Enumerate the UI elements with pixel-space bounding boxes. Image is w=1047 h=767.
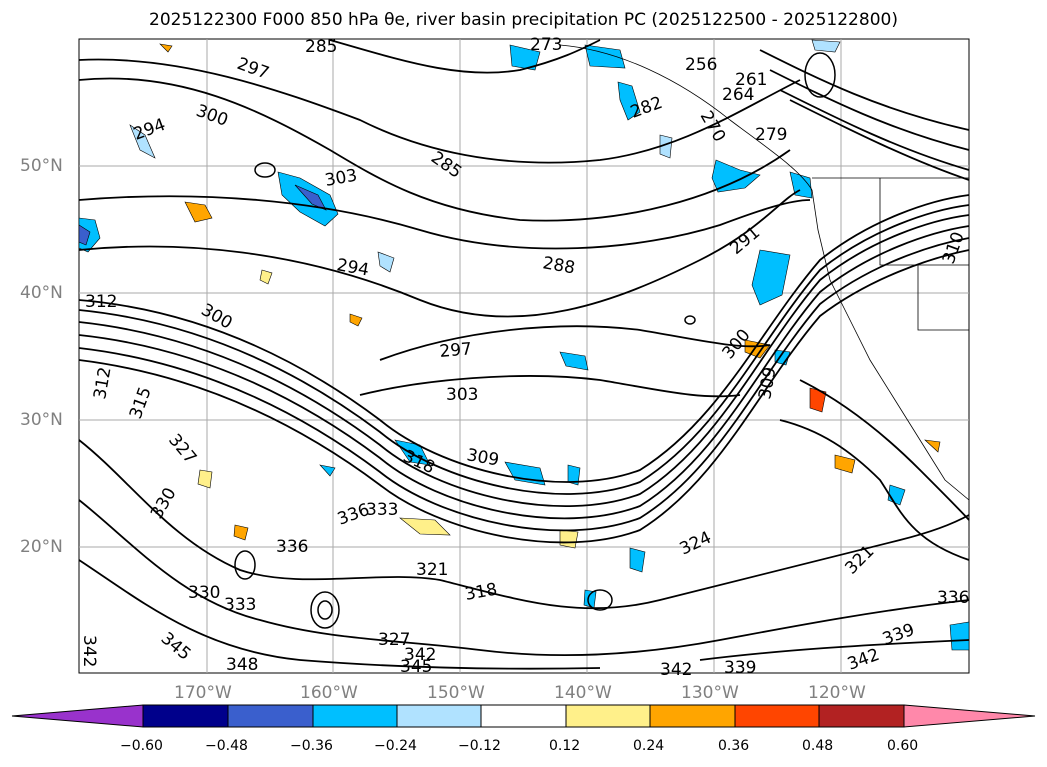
colorbar-tick: −0.48 [205,738,248,754]
contour-label: 336 [276,537,308,557]
lat-label: 50°N [20,156,63,176]
contour-label: 345 [400,657,432,677]
contour-label: 336 [937,588,969,608]
lat-label: 20°N [20,537,63,557]
contour-label: 312 [85,292,117,312]
lon-label: 160°W [300,683,358,703]
map-title: 2025122300 F000 850 hPa θe, river basin … [149,10,898,30]
contour-label: 303 [446,385,478,405]
graticule [79,39,969,673]
contour-label: 264 [722,85,754,105]
contour-label: 256 [685,55,717,75]
contour-label: 261 [735,70,767,90]
contour-label: 279 [755,125,787,145]
contour-label: 330 [188,583,220,603]
colorbar-tick: −0.36 [290,738,333,754]
colorbar-tick: −0.60 [120,738,163,754]
lat-label: 40°N [20,283,63,303]
lon-label: 140°W [554,683,612,703]
contour-label: 273 [530,35,562,55]
colorbar-tick: 0.48 [802,738,834,754]
contour-label: 333 [366,500,398,520]
colorbar-min-extend [11,704,144,728]
contour-label: 348 [226,655,258,675]
contour-label: 297 [439,339,473,362]
colorbar-tick: 0.12 [549,738,581,754]
colorbar [11,704,1036,728]
lon-label: 130°W [681,683,739,703]
colorbar-tick: 0.60 [887,738,919,754]
colorbar-tick: −0.12 [458,738,501,754]
contour-label: 285 [305,37,337,57]
coastline [559,44,970,501]
colorbar-tick: 0.36 [718,738,750,754]
contour-label: 321 [416,560,448,580]
lon-label: 120°W [808,683,866,703]
lon-label: 150°W [427,683,485,703]
colorbar-tick: 0.24 [633,738,665,754]
contour-label: 342 [660,660,692,680]
lat-label: 30°N [20,410,63,430]
contour-label: 333 [224,595,256,615]
colorbar-tick: −0.24 [374,738,417,754]
theta-e-contours [78,39,970,670]
contour-label: 327 [378,630,410,650]
colorbar-max-extend [903,704,1036,728]
contour-label: 342 [404,645,436,665]
contour-label: 339 [724,658,756,678]
plot-frame [78,38,970,674]
lon-label: 170°W [174,683,232,703]
contour-label: 342 [79,635,99,667]
